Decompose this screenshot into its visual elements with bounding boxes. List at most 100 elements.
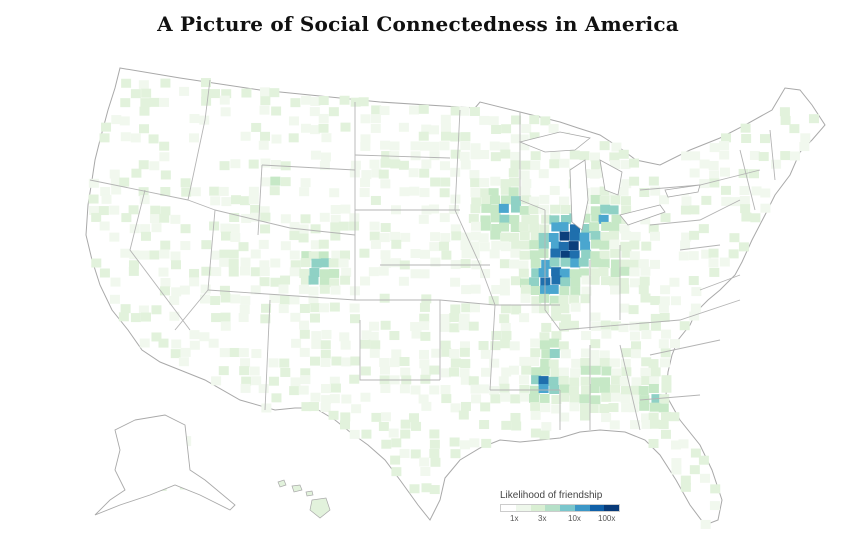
county-fill	[461, 232, 472, 242]
county-fill	[649, 402, 660, 412]
county-fill	[508, 365, 519, 375]
county-fill	[609, 222, 620, 232]
county-fill	[510, 222, 521, 232]
county-fill	[548, 284, 559, 294]
county-fill	[349, 213, 360, 223]
county-fill	[568, 386, 579, 396]
county-fill	[289, 221, 300, 231]
county-fill	[441, 250, 452, 260]
county-fill	[611, 321, 622, 331]
county-fill	[329, 188, 340, 198]
county-fill	[730, 197, 741, 207]
county-fill	[341, 357, 352, 367]
county-fill	[419, 359, 430, 369]
county-fill	[229, 212, 240, 222]
county-fill	[240, 383, 251, 393]
county-fill	[331, 356, 342, 366]
county-fill	[671, 458, 682, 468]
county-fill	[531, 296, 542, 306]
county-fill-layer	[88, 78, 819, 529]
county-fill	[610, 375, 621, 385]
county-fill	[570, 258, 581, 268]
county-fill	[300, 258, 311, 268]
county-fill	[600, 320, 611, 330]
county-fill	[380, 140, 391, 150]
county-fill	[548, 359, 559, 369]
county-fill	[329, 394, 340, 404]
county-fill	[460, 359, 471, 369]
county-fill	[500, 339, 511, 349]
county-fill	[441, 347, 452, 357]
county-fill	[601, 221, 612, 231]
county-fill	[259, 87, 270, 97]
county-fill	[619, 284, 630, 294]
county-fill	[290, 98, 301, 108]
county-fill	[350, 356, 361, 366]
county-fill	[448, 367, 459, 377]
county-fill	[419, 313, 430, 323]
county-fill	[438, 241, 449, 251]
county-fill	[340, 412, 351, 422]
county-fill	[360, 339, 371, 349]
county-fill	[341, 267, 352, 277]
county-fill	[189, 268, 200, 278]
county-fill	[248, 186, 259, 196]
county-fill	[389, 151, 400, 161]
county-fill	[519, 205, 530, 215]
county-fill	[611, 142, 622, 152]
county-fill	[139, 250, 150, 260]
county-fill	[591, 160, 602, 170]
county-fill	[500, 304, 511, 314]
county-fill	[650, 321, 661, 331]
county-fill	[569, 294, 580, 304]
county-fill	[738, 168, 749, 178]
county-fill	[408, 168, 419, 178]
county-fill	[650, 186, 661, 196]
county-fill	[581, 223, 592, 233]
county-fill	[560, 277, 571, 287]
county-fill	[129, 224, 140, 234]
county-fill	[480, 215, 491, 225]
county-fill	[629, 240, 640, 250]
county-fill	[439, 322, 450, 332]
county-fill	[209, 89, 220, 99]
county-fill	[259, 260, 270, 270]
county-fill	[189, 114, 200, 124]
county-fill	[589, 152, 600, 162]
county-fill	[460, 141, 471, 151]
county-fill	[440, 368, 451, 378]
county-fill	[509, 232, 520, 242]
county-fill	[459, 151, 470, 161]
county-fill	[530, 410, 541, 420]
county-fill	[688, 276, 699, 286]
county-fill	[500, 149, 511, 159]
county-fill	[459, 347, 470, 357]
county-fill	[180, 224, 191, 234]
county-fill	[479, 178, 490, 188]
county-fill	[530, 160, 541, 170]
county-fill	[329, 278, 340, 288]
county-fill	[679, 321, 690, 331]
county-fill	[599, 250, 610, 260]
county-fill	[300, 368, 311, 378]
county-fill	[308, 275, 319, 285]
county-fill	[490, 152, 501, 162]
legend-swatch	[530, 505, 546, 511]
county-fill	[219, 257, 230, 267]
county-fill	[228, 267, 239, 277]
county-fill	[590, 268, 601, 278]
county-fill	[458, 321, 469, 331]
county-fill	[760, 203, 771, 213]
county-fill	[190, 187, 201, 197]
county-fill	[701, 195, 712, 205]
county-fill	[361, 330, 372, 340]
county-fill	[369, 348, 380, 358]
county-fill	[280, 214, 291, 224]
county-fill	[178, 357, 189, 367]
county-fill	[418, 394, 429, 404]
county-fill	[539, 293, 550, 303]
county-fill	[340, 420, 351, 430]
county-fill	[219, 249, 230, 259]
county-fill	[578, 257, 589, 267]
county-fill	[499, 214, 510, 224]
